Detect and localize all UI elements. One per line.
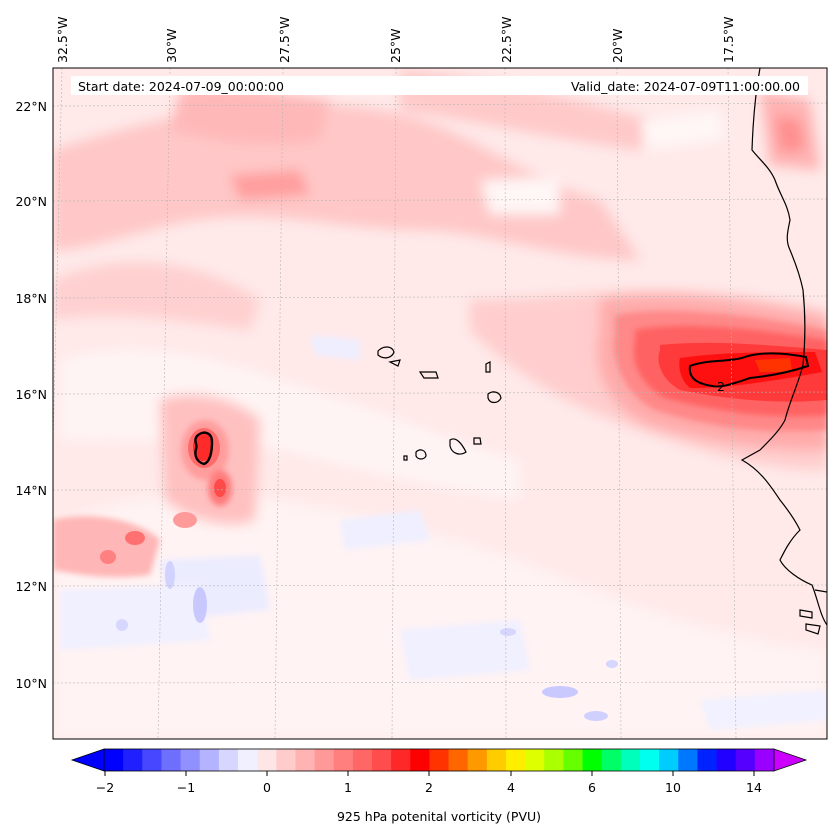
colorbar-cell	[582, 749, 603, 771]
colorbar-cell	[620, 749, 641, 771]
contour-west	[194, 431, 214, 466]
colorbar-cells	[104, 749, 775, 771]
colorbar-cell	[410, 749, 430, 771]
africa-coast	[740, 68, 827, 626]
colorbar-cell	[199, 749, 220, 771]
colorbar-cell	[601, 749, 622, 771]
colorbar-cell	[429, 749, 449, 771]
lat-label: 14°N	[15, 483, 47, 498]
colorbar-tick-label: 10	[665, 780, 681, 795]
lat-label: 12°N	[15, 579, 47, 594]
colorbar-cell	[372, 749, 392, 771]
contour-label: 2	[717, 379, 725, 394]
colorbar-cell	[180, 749, 201, 771]
colorbar-cell	[257, 749, 277, 771]
colorbar-cell	[104, 749, 124, 771]
start-date-label: Start date: 2024-07-09_00:00:00	[78, 79, 284, 94]
colorbar-cell	[238, 749, 258, 771]
colorbar-cell	[314, 749, 335, 771]
colorbar-cell	[659, 749, 679, 771]
colorbar: −2 −1 0 1 2 4 6 10 14 925 hPa potenital …	[70, 748, 808, 824]
colorbar-high-extend	[773, 748, 808, 772]
lon-labels: 32.5°W 30°W 27.5°W 25°W 22.5°W 20°W 17.5…	[55, 17, 736, 63]
lon-label: 25°W	[388, 28, 403, 63]
lon-label: 17.5°W	[721, 17, 736, 63]
colorbar-cell	[544, 749, 564, 771]
cape-verde-island-9	[403, 455, 408, 461]
lon-label: 32.5°W	[55, 17, 70, 63]
lat-label: 22°N	[15, 99, 47, 114]
colorbar-tick-label: 6	[588, 780, 596, 795]
negative-pv-patches	[60, 335, 827, 730]
colorbar-tick-label: 14	[746, 780, 762, 795]
colorbar-frame	[103, 748, 775, 772]
cape-verde-island-1	[377, 346, 395, 359]
colorbar-cell	[448, 749, 469, 771]
colorbar-cell	[716, 749, 737, 771]
northern-pv-band	[53, 70, 820, 330]
colorbar-tick-label: 4	[507, 780, 515, 795]
lon-label: 27.5°W	[277, 17, 292, 63]
cape-verde-island-2	[388, 359, 401, 367]
colorbar-cell	[735, 749, 756, 771]
colorbar-tick-label: 2	[425, 780, 433, 795]
colorbar-cell	[352, 749, 373, 771]
pv-field: 2	[53, 68, 827, 739]
cape-verde-island-7	[473, 437, 482, 445]
colorbar-cell	[218, 749, 239, 771]
cape-verde-island-5	[487, 391, 502, 404]
colorbar-ticks	[104, 771, 755, 776]
cape-verde-island-4	[485, 361, 491, 373]
colorbar-cell	[161, 749, 181, 771]
colorbar-cell	[754, 749, 775, 771]
colorbar-cell	[333, 749, 354, 771]
lat-label: 18°N	[15, 291, 47, 306]
colorbar-cell	[486, 749, 507, 771]
lon-label: 20°W	[610, 28, 625, 63]
colorbar-cell	[563, 749, 583, 771]
lat-label: 20°N	[15, 194, 47, 209]
colorbar-cell	[123, 749, 143, 771]
lat-label: 16°N	[15, 387, 47, 402]
lon-label: 22.5°W	[499, 17, 514, 63]
cape-verde-island-3	[418, 371, 439, 379]
lat-label: 10°N	[15, 676, 47, 691]
colorbar-tick-label: −1	[177, 780, 195, 795]
colorbar-title: 925 hPa potenital vorticity (PVU)	[337, 809, 541, 824]
colorbar-tick-label: 0	[263, 780, 271, 795]
colorbar-cell	[391, 749, 411, 771]
coastlines	[377, 68, 827, 635]
lon-label: 30°W	[164, 28, 179, 63]
pv-contours	[194, 352, 810, 466]
colorbar-cell	[697, 749, 717, 771]
colorbar-cell	[142, 749, 162, 771]
bijagos-islands	[799, 589, 827, 635]
lat-labels: 22°N 20°N 18°N 16°N 14°N 12°N 10°N	[15, 99, 47, 691]
colorbar-cell	[467, 749, 488, 771]
colorbar-cell	[640, 749, 660, 771]
plot-frame	[52, 67, 828, 740]
contour-east	[688, 352, 810, 388]
colorbar-tick-label: 1	[344, 780, 352, 795]
valid-date-label: Valid_date: 2024-07-09T11:00:00.00	[571, 79, 800, 94]
blue-spots	[116, 561, 618, 721]
colorbar-cell	[295, 749, 315, 771]
colorbar-cell	[678, 749, 698, 771]
cape-verde-island-6	[449, 438, 467, 455]
graticule	[53, 68, 827, 739]
header-box	[71, 76, 808, 95]
eastern-pv-max	[470, 290, 827, 470]
colorbar-cell	[506, 749, 526, 771]
colorbar-cell	[276, 749, 296, 771]
colorbar-tick-label: −2	[96, 780, 114, 795]
colorbar-low-extend	[70, 748, 105, 772]
colorbar-cell	[525, 749, 545, 771]
cape-verde-island-8	[415, 449, 427, 460]
